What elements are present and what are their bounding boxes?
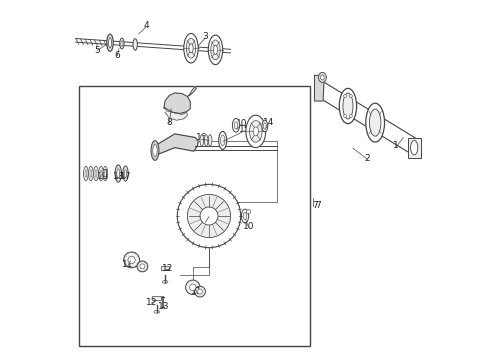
Ellipse shape (140, 264, 145, 269)
Text: 11: 11 (191, 287, 202, 296)
Text: 12: 12 (146, 298, 157, 307)
Ellipse shape (189, 44, 193, 53)
Ellipse shape (83, 166, 88, 181)
Bar (161, 266, 170, 270)
Text: 15: 15 (239, 125, 251, 134)
Ellipse shape (219, 131, 227, 149)
Circle shape (177, 184, 241, 248)
Ellipse shape (124, 170, 127, 177)
Circle shape (200, 207, 218, 225)
Text: 3: 3 (202, 32, 208, 41)
Polygon shape (153, 134, 198, 157)
Ellipse shape (123, 166, 128, 181)
Ellipse shape (318, 72, 326, 82)
Ellipse shape (104, 170, 106, 177)
Bar (79, 86, 310, 346)
Bar (408, 138, 421, 158)
Ellipse shape (100, 170, 102, 177)
Ellipse shape (151, 141, 159, 161)
Ellipse shape (154, 310, 160, 313)
Polygon shape (315, 75, 324, 101)
Ellipse shape (369, 109, 381, 136)
Ellipse shape (186, 280, 200, 294)
Text: 9: 9 (202, 217, 208, 226)
Ellipse shape (249, 121, 262, 142)
Ellipse shape (184, 33, 198, 63)
Ellipse shape (320, 75, 324, 80)
Text: 16: 16 (196, 133, 208, 142)
Ellipse shape (243, 212, 247, 220)
Ellipse shape (120, 38, 124, 49)
Ellipse shape (343, 93, 353, 119)
Text: 4: 4 (143, 21, 149, 30)
Text: 18: 18 (113, 172, 124, 181)
Text: 17: 17 (120, 172, 131, 181)
Ellipse shape (204, 135, 208, 146)
Ellipse shape (117, 169, 120, 178)
Ellipse shape (85, 170, 87, 177)
Ellipse shape (121, 41, 123, 46)
Ellipse shape (246, 115, 266, 148)
Text: 6: 6 (114, 51, 120, 60)
Text: 2: 2 (365, 154, 370, 163)
Ellipse shape (128, 256, 135, 264)
Ellipse shape (208, 35, 222, 65)
Text: 12: 12 (162, 264, 173, 273)
Ellipse shape (90, 170, 92, 177)
Ellipse shape (137, 261, 148, 272)
Polygon shape (164, 93, 190, 113)
Ellipse shape (220, 135, 225, 146)
Ellipse shape (411, 140, 418, 155)
Ellipse shape (115, 165, 122, 182)
Polygon shape (165, 108, 187, 120)
Ellipse shape (190, 284, 196, 291)
Polygon shape (187, 87, 196, 96)
Circle shape (349, 95, 352, 98)
Circle shape (246, 210, 251, 214)
Ellipse shape (242, 209, 248, 223)
Ellipse shape (107, 34, 113, 51)
Ellipse shape (211, 40, 220, 60)
Text: 1: 1 (393, 141, 399, 150)
Ellipse shape (366, 103, 385, 142)
Text: 10: 10 (236, 119, 247, 128)
Ellipse shape (94, 166, 98, 181)
Text: 14: 14 (263, 118, 274, 127)
Ellipse shape (95, 170, 97, 177)
Text: 10: 10 (243, 222, 254, 231)
Ellipse shape (186, 38, 196, 58)
Text: 11: 11 (122, 260, 134, 269)
Ellipse shape (123, 252, 140, 268)
Circle shape (343, 114, 346, 117)
Bar (152, 296, 161, 300)
Ellipse shape (153, 145, 157, 157)
Ellipse shape (98, 166, 103, 181)
Ellipse shape (162, 280, 168, 283)
Ellipse shape (195, 286, 205, 297)
Circle shape (343, 95, 346, 98)
Circle shape (187, 194, 231, 238)
Ellipse shape (200, 135, 204, 146)
Ellipse shape (263, 123, 266, 129)
Text: 19: 19 (97, 172, 109, 181)
Text: 7: 7 (315, 202, 321, 210)
Ellipse shape (253, 127, 259, 136)
Ellipse shape (208, 135, 212, 146)
Ellipse shape (232, 118, 240, 132)
Text: 13: 13 (158, 302, 170, 311)
Text: 7: 7 (312, 201, 318, 210)
Ellipse shape (133, 39, 137, 50)
Ellipse shape (262, 120, 268, 132)
Circle shape (349, 114, 352, 117)
Ellipse shape (109, 38, 111, 48)
Ellipse shape (197, 289, 202, 294)
Ellipse shape (213, 45, 218, 54)
Ellipse shape (339, 89, 357, 124)
Text: 5: 5 (95, 46, 100, 55)
Ellipse shape (234, 122, 238, 129)
Text: 8: 8 (167, 118, 172, 127)
Ellipse shape (103, 166, 108, 181)
Ellipse shape (89, 166, 93, 181)
